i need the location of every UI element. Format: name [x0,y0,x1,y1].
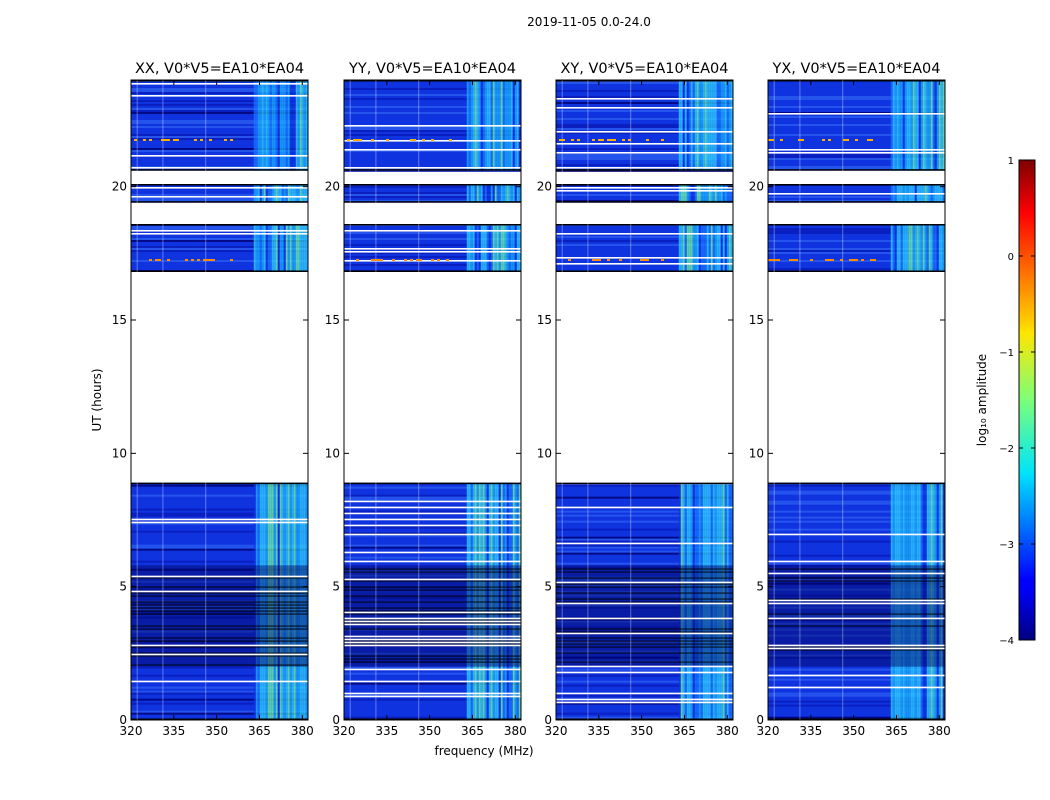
colorbar-tick-label: 1 [1008,156,1014,167]
y-tick-label: 10 [112,446,127,460]
panel-xy: XY, V0*V5=EA10*EA04 320 335 350 365 380 0 5 10 15… [537,61,739,738]
y-tick-label: 10 [749,446,764,460]
x-tick-label: 320 [333,724,356,738]
x-tick-label: 350 [205,724,228,738]
panels-group: XX, V0*V5=EA10*EA04 320 335 350 365 380 0 5 10 15… [112,61,951,738]
colorbar-ticks: 1 0 −1 −2 −3 −4 [999,156,1035,647]
y-tick-label: 10 [537,446,552,460]
y-tick-label: 20 [325,180,340,194]
panel-title: XX, V0*V5=EA10*EA04 [135,61,304,77]
y-axis-label: UT (hours) [90,368,104,431]
y-tick-label: 10 [325,446,340,460]
y-tick-label: 15 [112,313,127,327]
x-tick-label: 320 [757,724,780,738]
panel-yx: YX, V0*V5=EA10*EA04 320 335 350 365 380 0 5 10 15… [749,61,951,738]
figure-suptitle: 2019-11-05 0.0-24.0 [527,15,651,29]
panel-frame [555,79,734,721]
x-tick-label: 380 [716,724,739,738]
x-axis-label: frequency (MHz) [434,744,533,758]
x-tick-label: 335 [162,724,185,738]
y-tick-label: 5 [332,580,340,594]
panel-title: YX, V0*V5=EA10*EA04 [771,61,940,77]
panel-title: XY, V0*V5=EA10*EA04 [560,61,728,77]
x-tick-label: 335 [375,724,398,738]
y-tick-label: 5 [544,580,552,594]
y-tick-label: 20 [537,180,552,194]
colorbar-label: log₁₀ amplitude [975,354,989,446]
panel-xx: XX, V0*V5=EA10*EA04 320 335 350 365 380 0 5 10 15… [112,61,314,738]
y-tick-label: 20 [112,180,127,194]
panel-image [131,80,308,720]
panel-yy: YY, V0*V5=EA10*EA04 320 335 350 365 380 0 5 10 15… [325,61,527,738]
y-tick-label: 15 [537,313,552,327]
x-tick-label: 380 [928,724,951,738]
panel-frame [767,79,946,721]
colorbar-tick-label: −1 [999,348,1014,359]
panel-frame [343,79,522,721]
colorbar-gradient [1018,159,1036,641]
x-tick-label: 335 [799,724,822,738]
colorbar-tick-label: −3 [999,540,1014,551]
x-tick-label: 350 [418,724,441,738]
colorbar-tick-label: 0 [1008,252,1014,263]
colorbar-tick-label: −2 [999,444,1014,455]
y-tick-label: 5 [756,580,764,594]
y-tick-label: 0 [756,713,764,727]
y-tick-label: 15 [325,313,340,327]
panel-title: YY, V0*V5=EA10*EA04 [348,61,516,77]
y-tick-label: 5 [119,580,127,594]
x-tick-label: 350 [842,724,865,738]
panel-image [768,80,945,720]
x-tick-label: 380 [291,724,314,738]
x-tick-label: 350 [630,724,653,738]
colorbar: 1 0 −1 −2 −3 −4 log₁₀ amplitude [975,156,1036,647]
y-tick-label: 0 [544,713,552,727]
x-tick-label: 335 [587,724,610,738]
panel-image [344,80,521,720]
x-tick-label: 365 [461,724,484,738]
x-tick-label: 320 [545,724,568,738]
x-tick-label: 365 [673,724,696,738]
panel-image [556,80,733,720]
x-tick-label: 365 [248,724,271,738]
x-tick-label: 380 [504,724,527,738]
x-tick-label: 365 [885,724,908,738]
y-tick-label: 0 [119,713,127,727]
y-tick-label: 0 [332,713,340,727]
colorbar-tick-label: −4 [999,636,1014,647]
y-tick-label: 20 [749,180,764,194]
panel-frame [130,79,309,721]
y-tick-label: 15 [749,313,764,327]
x-tick-label: 320 [120,724,143,738]
